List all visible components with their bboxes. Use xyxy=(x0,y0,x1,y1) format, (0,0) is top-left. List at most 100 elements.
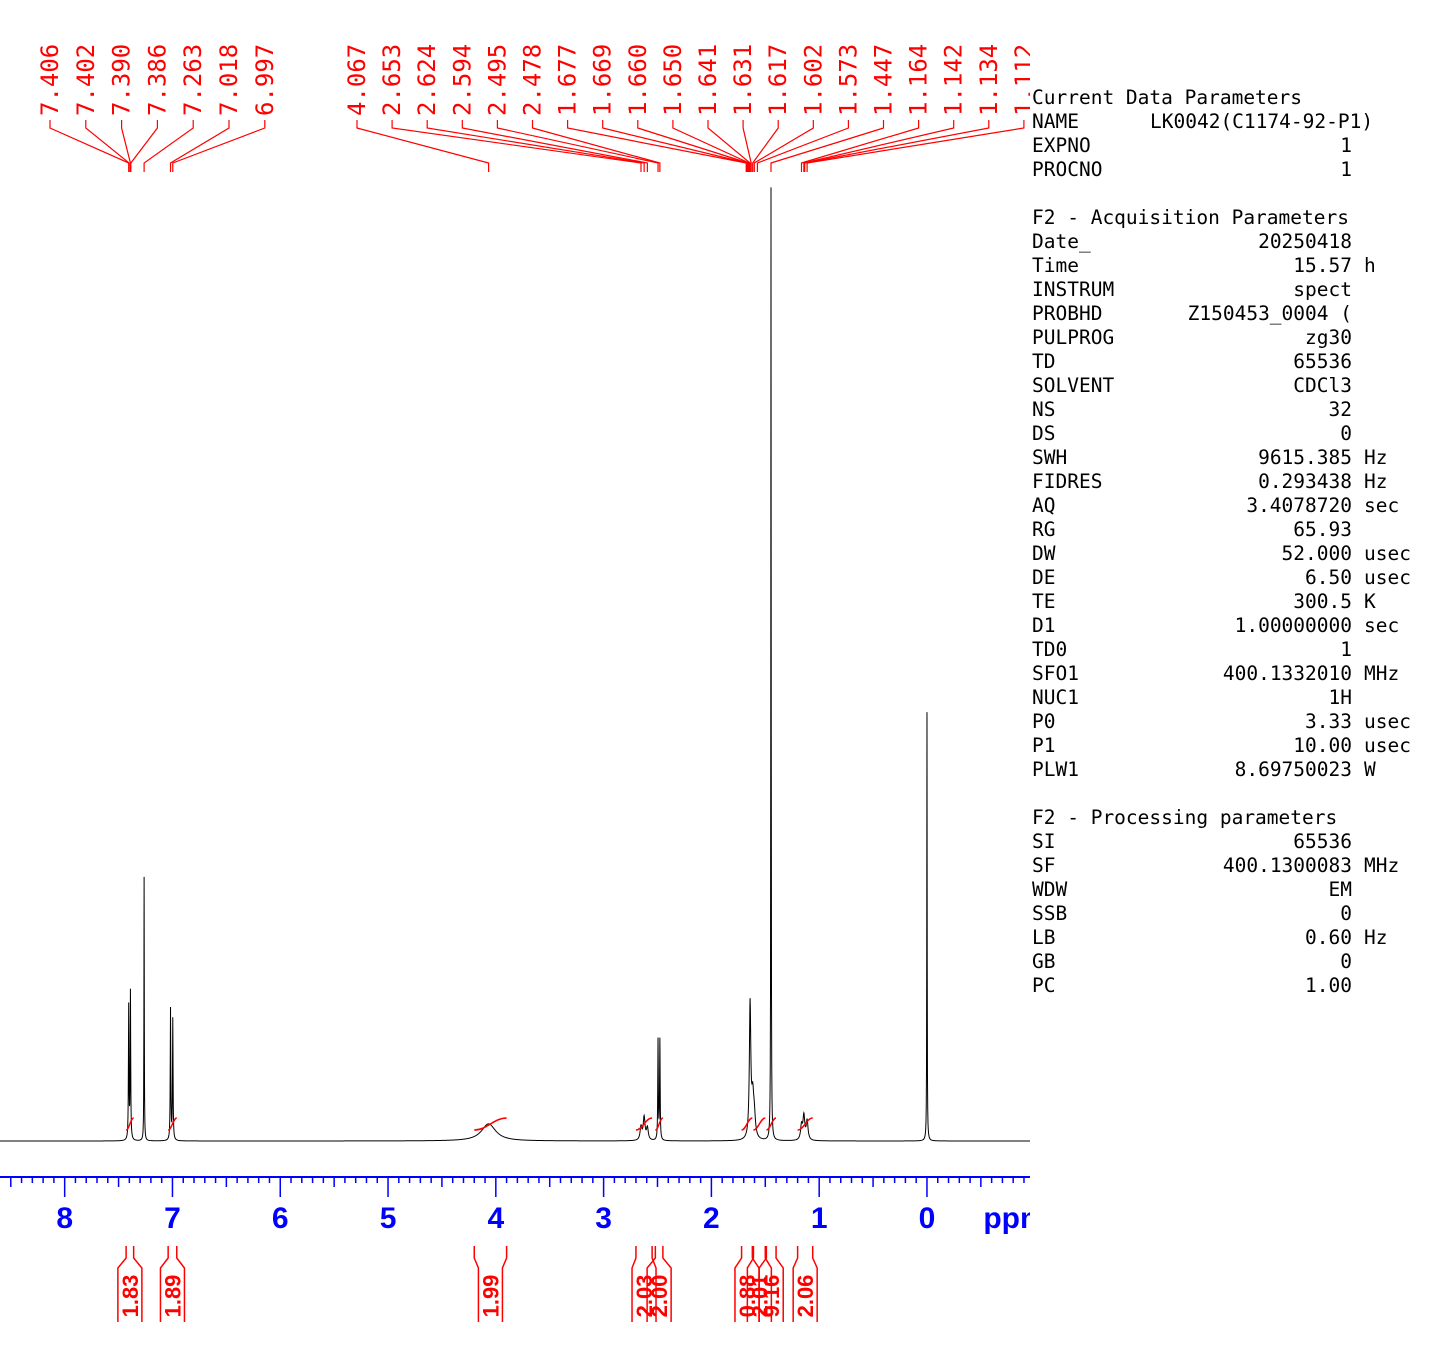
peak-connector xyxy=(169,120,230,172)
param-row: PULPROG zg30 xyxy=(1032,326,1442,350)
integral-bracket xyxy=(746,1246,773,1322)
param-key: DW xyxy=(1032,542,1056,565)
peak-label: 7.018 xyxy=(215,44,243,116)
acquisition-params-title: F2 - Acquisition Parameters xyxy=(1032,206,1349,229)
peak-connector xyxy=(356,120,490,172)
integral-curve xyxy=(167,1117,178,1131)
current-params-title: Current Data Parameters xyxy=(1032,86,1303,109)
param-unit xyxy=(1352,878,1364,902)
param-value: 6.50 xyxy=(1305,566,1352,589)
param-unit: MHz xyxy=(1364,854,1400,877)
param-unit xyxy=(1352,350,1364,374)
integral-curve xyxy=(474,1117,507,1131)
peak-label: 1.617 xyxy=(764,44,792,116)
peak-connector xyxy=(172,120,266,172)
peak-label: 1.669 xyxy=(589,44,617,116)
integral-value: 2.06 xyxy=(793,1275,818,1318)
peak-label: 7.263 xyxy=(179,44,207,116)
param-key: TE xyxy=(1032,590,1056,613)
param-unit: sec xyxy=(1364,494,1400,517)
param-key: SOLVENT xyxy=(1032,374,1115,397)
peak-connector xyxy=(49,120,130,172)
param-row: D1 1.00000000 sec xyxy=(1032,614,1442,638)
param-value: 8.69750023 xyxy=(1234,758,1352,781)
peak-connector xyxy=(707,120,751,172)
peak-label: 2.478 xyxy=(519,44,547,116)
x-tick-label: 2 xyxy=(703,1202,720,1235)
param-unit: usec xyxy=(1364,710,1411,733)
param-value: Z150453_0004 ( xyxy=(1187,302,1352,325)
param-row: AQ 3.4078720 sec xyxy=(1032,494,1442,518)
peak-connector xyxy=(566,120,747,172)
param-key: GB xyxy=(1032,950,1056,973)
param-unit xyxy=(1352,158,1364,182)
param-unit xyxy=(1352,134,1364,158)
param-row: DE 6.50 usec xyxy=(1032,566,1442,590)
peak-label: 2.495 xyxy=(483,44,511,116)
peak-label: 2.624 xyxy=(413,44,441,116)
param-key: NAME xyxy=(1032,110,1079,133)
param-value: 65536 xyxy=(1293,350,1352,373)
peak-connector xyxy=(130,120,158,172)
param-key: SSB xyxy=(1032,902,1068,925)
param-unit: sec xyxy=(1364,614,1400,637)
integral-bracket xyxy=(758,1246,784,1322)
param-unit: usec xyxy=(1364,566,1411,589)
peak-connector xyxy=(85,120,130,172)
param-unit xyxy=(1352,374,1364,398)
peak-label: 7.390 xyxy=(108,44,136,116)
param-value: CDCl3 xyxy=(1293,374,1352,397)
param-row: RG 65.93 xyxy=(1032,518,1442,542)
param-value: LK0042(C1174-92-P1) xyxy=(1150,110,1374,133)
param-key: PROBHD xyxy=(1032,302,1103,325)
param-value: zg30 xyxy=(1305,326,1352,349)
param-unit xyxy=(1352,686,1364,710)
x-tick-label: 0 xyxy=(919,1202,936,1235)
param-row: PROCNO 1 xyxy=(1032,158,1442,182)
param-key: SWH xyxy=(1032,446,1068,469)
param-row: NS 32 xyxy=(1032,398,1442,422)
param-row: INSTRUM spect xyxy=(1032,278,1442,302)
peak-connector xyxy=(602,120,748,172)
param-row: SFO1 400.1332010 MHz xyxy=(1032,662,1442,686)
param-key: WDW xyxy=(1032,878,1068,901)
integral-value: 1.99 xyxy=(478,1275,503,1318)
param-key: LB xyxy=(1032,926,1056,949)
peak-connector xyxy=(803,120,955,172)
current-params-list: NAME LK0042(C1174-92-P1) EXPNO 1 PROCNO 1 xyxy=(1032,110,1442,182)
param-key: RG xyxy=(1032,518,1056,541)
param-unit xyxy=(1352,398,1364,422)
param-value: 32 xyxy=(1328,398,1352,421)
param-unit: h xyxy=(1364,254,1376,277)
param-value: 1 xyxy=(1340,638,1352,661)
peak-label: 1.677 xyxy=(554,44,582,116)
param-value: 300.5 xyxy=(1293,590,1352,613)
peak-label: 2.594 xyxy=(448,44,476,116)
peak-connector xyxy=(804,120,990,172)
processing-params-title: F2 - Processing parameters xyxy=(1032,806,1338,829)
param-key: PLW1 xyxy=(1032,758,1079,781)
param-value: 3.33 xyxy=(1305,710,1352,733)
param-unit xyxy=(1352,230,1364,254)
x-tick-label: 8 xyxy=(56,1202,73,1235)
integral-value: 2.03 xyxy=(632,1275,657,1318)
peak-connector xyxy=(531,120,661,172)
param-value: 400.1300083 xyxy=(1222,854,1352,877)
param-value: 20250418 xyxy=(1258,230,1352,253)
param-value: 52.000 xyxy=(1281,542,1352,565)
param-row: TD 65536 xyxy=(1032,350,1442,374)
param-unit xyxy=(1352,830,1364,854)
param-unit: Hz xyxy=(1364,926,1388,949)
param-key: SFO1 xyxy=(1032,662,1079,685)
peak-connector xyxy=(800,120,920,172)
param-value: 65.93 xyxy=(1293,518,1352,541)
peak-label: 1.142 xyxy=(940,44,968,116)
param-key: P0 xyxy=(1032,710,1056,733)
integral-bracket xyxy=(646,1246,672,1322)
integral-curve xyxy=(655,1117,664,1131)
integral-curve xyxy=(741,1117,753,1131)
parameters-panel: Current Data Parameters NAME LK0042(C1174… xyxy=(1032,86,1442,998)
param-unit: K xyxy=(1364,590,1376,613)
peak-label: 7.406 xyxy=(36,44,64,116)
integral-value: 2.00 xyxy=(647,1275,672,1318)
